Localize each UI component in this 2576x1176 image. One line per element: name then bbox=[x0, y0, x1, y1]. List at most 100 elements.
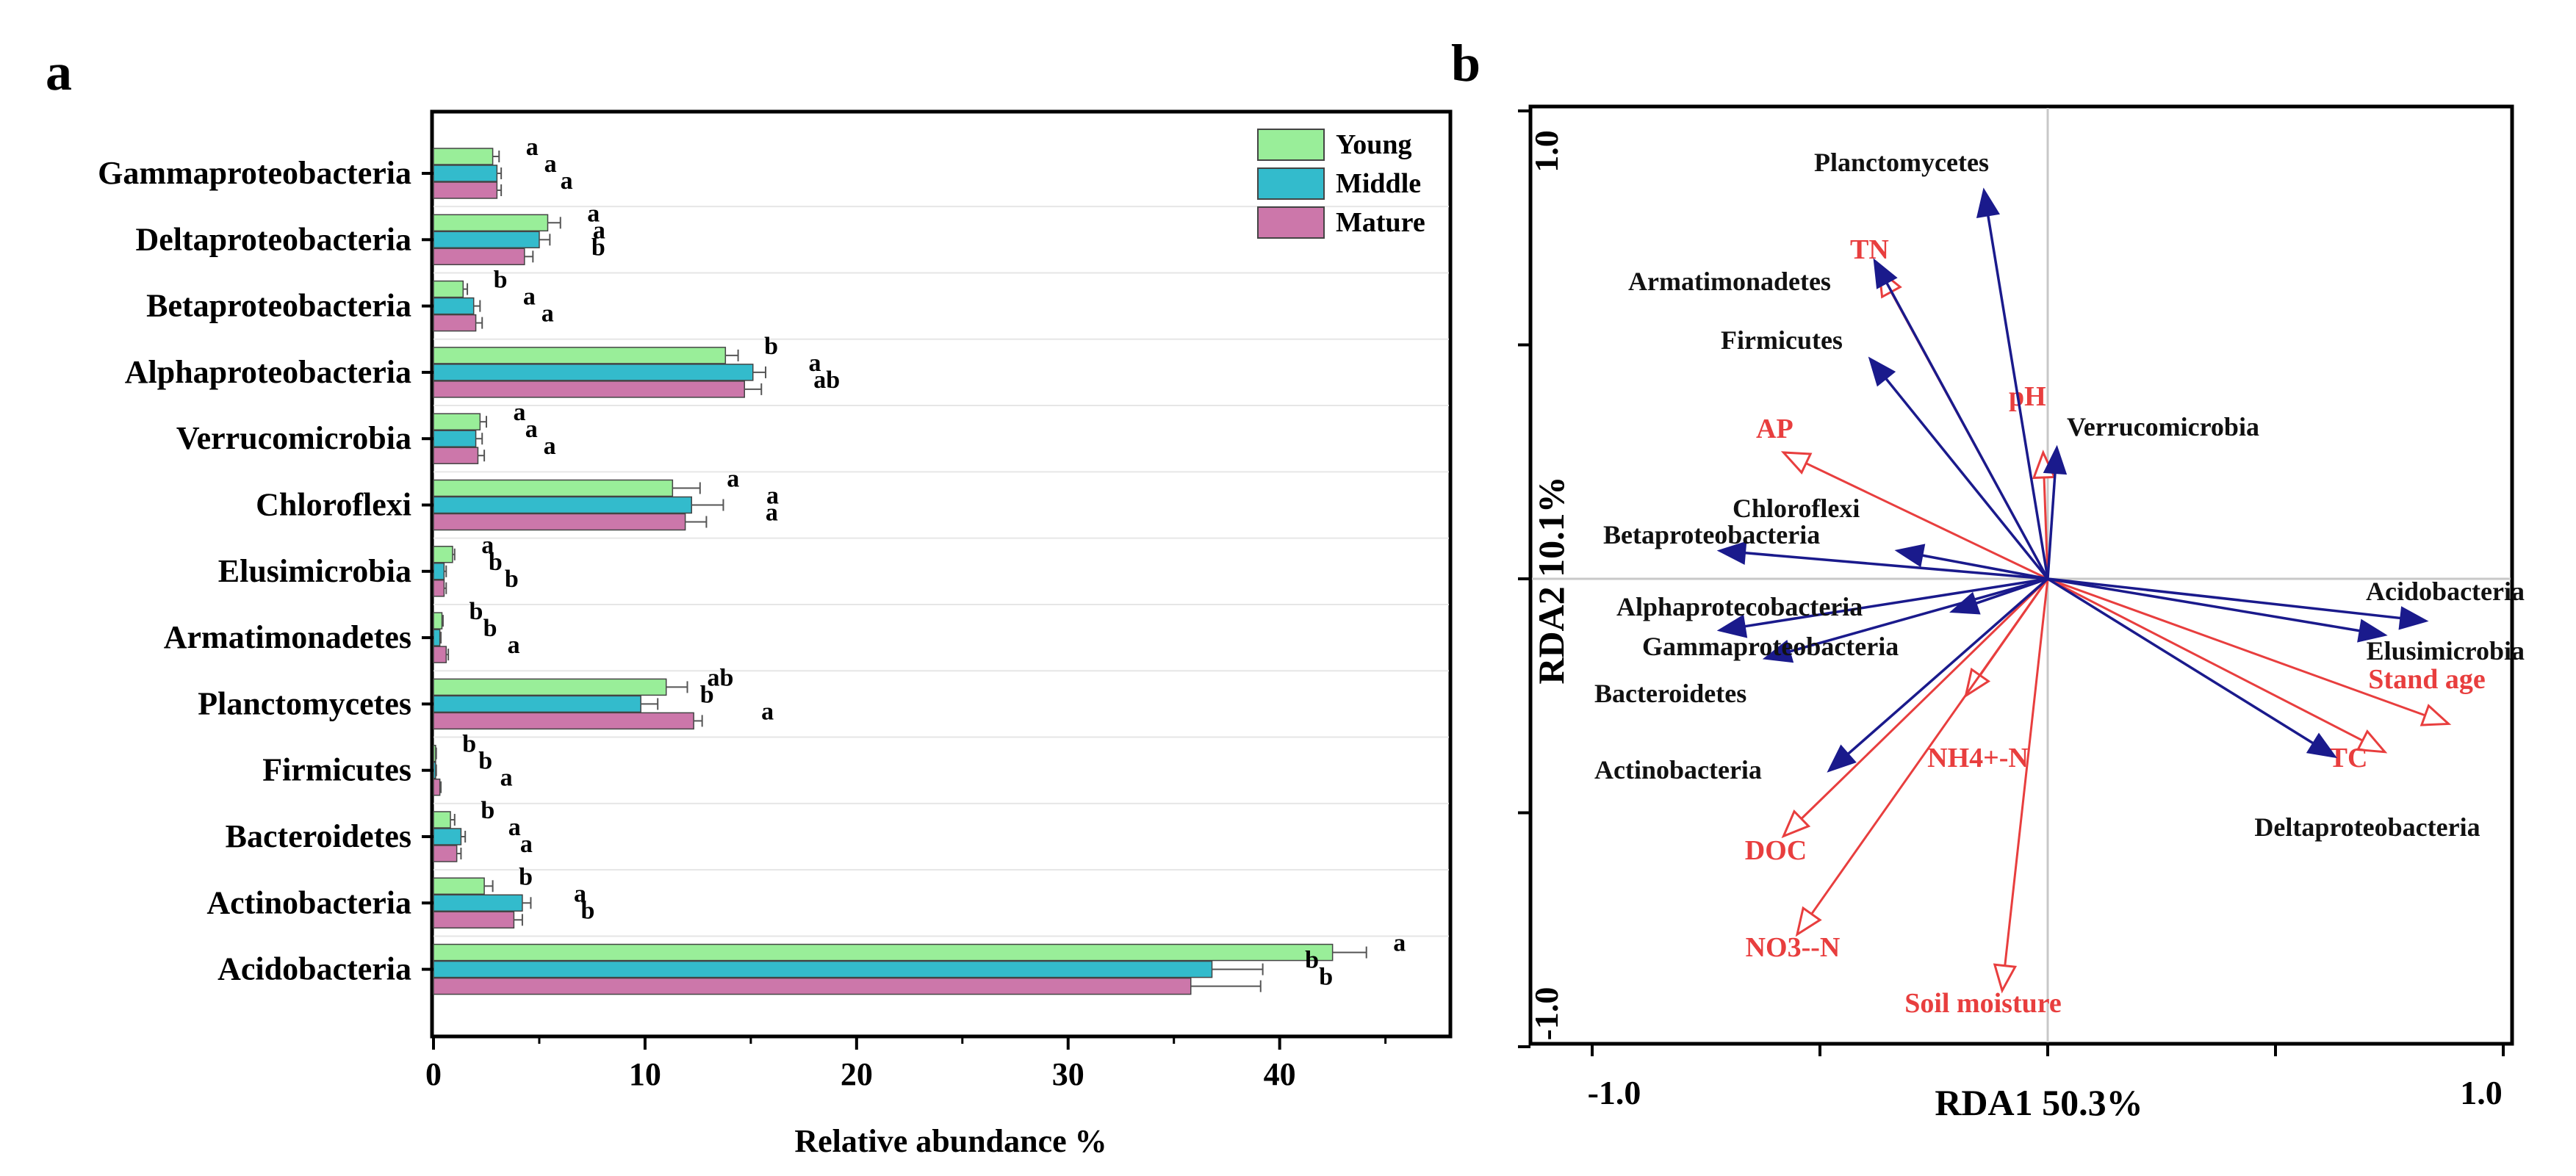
bar bbox=[433, 629, 441, 646]
species-label: Planctomycetes bbox=[1814, 148, 1989, 177]
bar bbox=[433, 248, 525, 266]
env-arrow-shaft bbox=[1810, 578, 2049, 915]
biplot-environment-arrows: TN pH AP Stand age TC NH4+-N DOC NO3--N Soil moi… bbox=[1745, 234, 2486, 1019]
biplot-species-arrows: Planctomycetes Armatimonadetes Firmicutes V… bbox=[1594, 148, 2525, 842]
species-label: Betaproteobacteria bbox=[1603, 520, 1820, 549]
significance-letter: a bbox=[766, 483, 779, 510]
bar bbox=[433, 214, 549, 232]
bar bbox=[433, 181, 498, 199]
species-label: Gammaproteobacteria bbox=[1642, 632, 1899, 661]
x-tick-label: -1.0 bbox=[1588, 1074, 1641, 1111]
species-arrow-head bbox=[1762, 640, 1794, 663]
x-tick-label: 1.0 bbox=[2460, 1074, 2503, 1111]
env-arrow-shaft bbox=[2043, 477, 2049, 580]
species-label: Firmicutes bbox=[1721, 325, 1843, 355]
species-label: Elusimicrobia bbox=[2367, 636, 2525, 665]
significance-letter: a bbox=[574, 880, 586, 907]
significance-letter: b bbox=[469, 598, 483, 625]
bar bbox=[433, 943, 1334, 962]
bar bbox=[433, 364, 754, 381]
bar-chart-x-axis-label: Relative abundance % bbox=[794, 1123, 1107, 1159]
env-variable-label: TC bbox=[2329, 743, 2368, 773]
biplot-frame bbox=[1528, 104, 2514, 1046]
species-arrow-shaft bbox=[2047, 577, 2314, 745]
bar bbox=[433, 297, 475, 315]
significance-letter: a bbox=[508, 632, 520, 659]
significance-letter: b bbox=[700, 681, 714, 708]
species-arrow-head bbox=[1949, 591, 1981, 615]
env-variable-label: NO3--N bbox=[1746, 932, 1841, 963]
bar bbox=[433, 778, 441, 796]
significance-letter: b bbox=[1305, 947, 1319, 974]
env-arrow-head bbox=[1781, 809, 1811, 839]
legend-label: Young bbox=[1336, 129, 1412, 160]
x-tick-label: 40 bbox=[1264, 1056, 1296, 1092]
species-arrow-head bbox=[2306, 732, 2337, 759]
significance-letter: a bbox=[593, 217, 605, 244]
bar bbox=[433, 612, 443, 630]
bar-chart-x-ticks: 0 10 20 30 40 bbox=[425, 1036, 1387, 1092]
biplot-y-axis-label: RDA2 10.1% bbox=[1530, 476, 1572, 684]
env-variable-label: AP bbox=[1756, 414, 1794, 444]
significance-letter: a bbox=[727, 466, 739, 493]
species-arrow-head bbox=[1716, 541, 1747, 565]
env-arrow-head bbox=[2420, 704, 2452, 726]
species-arrow-head bbox=[2357, 618, 2388, 643]
category-label: Alphaproteobacteria bbox=[125, 354, 411, 390]
species-label: Armatimonadetes bbox=[1628, 267, 1831, 296]
bar bbox=[433, 496, 693, 514]
env-arrow-shaft bbox=[1800, 577, 2049, 820]
bar-chart-legend: Young Middle Mature bbox=[1257, 129, 1425, 239]
bar bbox=[433, 430, 477, 447]
species-label: Acidobacteria bbox=[2366, 577, 2525, 606]
env-variable-label: Stand age bbox=[2368, 664, 2485, 695]
significance-letter: b bbox=[478, 748, 492, 775]
species-arrow-head bbox=[1868, 356, 1896, 387]
env-arrow-shaft bbox=[2047, 577, 2426, 717]
species-arrow-head bbox=[1976, 187, 2000, 218]
category-label: Actinobacteria bbox=[206, 884, 411, 920]
significance-letter: a bbox=[587, 200, 600, 227]
significance-letter: a bbox=[525, 416, 538, 443]
significance-letter: a bbox=[513, 399, 525, 426]
significance-letter: a bbox=[561, 167, 573, 195]
species-arrow-shaft bbox=[2047, 577, 2402, 620]
significance-letter: a bbox=[542, 300, 554, 328]
species-label: Actinobacteria bbox=[1594, 755, 1762, 784]
env-arrow-head bbox=[1993, 963, 2018, 994]
species-arrow-shaft bbox=[1744, 577, 2048, 628]
significance-letter: a bbox=[508, 814, 521, 841]
env-arrow-head bbox=[1780, 451, 1813, 475]
significance-letter: b bbox=[483, 615, 497, 642]
species-arrow-shaft bbox=[1788, 577, 2048, 653]
x-tick-label: 0 bbox=[425, 1056, 442, 1092]
env-variable-label: Soil moisture bbox=[1904, 988, 2062, 1019]
bar bbox=[433, 280, 464, 298]
species-arrow-shaft bbox=[2046, 472, 2057, 580]
bar bbox=[433, 646, 447, 663]
bar-chart-row-dividers bbox=[433, 206, 1449, 937]
significance-letter: b bbox=[505, 566, 519, 593]
panel-b-label: b bbox=[1451, 34, 1481, 93]
bar bbox=[433, 479, 674, 497]
bar bbox=[433, 960, 1213, 978]
legend-label: Middle bbox=[1336, 168, 1421, 199]
significance-letter: a bbox=[1393, 930, 1406, 957]
category-label: Bacteroidetes bbox=[226, 818, 411, 854]
bar bbox=[433, 231, 540, 249]
significance-letter: ab bbox=[708, 664, 734, 691]
significance-letter: a bbox=[761, 698, 774, 725]
species-label: Bacteroidetes bbox=[1594, 679, 1746, 708]
species-arrow-head bbox=[2398, 606, 2429, 630]
category-label: Verrucomicrobia bbox=[176, 420, 411, 456]
x-tick-label: 10 bbox=[629, 1056, 661, 1092]
significance-letter: a bbox=[526, 134, 539, 161]
significance-letter: a bbox=[523, 284, 536, 311]
bar bbox=[433, 977, 1192, 995]
bar bbox=[433, 165, 498, 182]
species-arrow-head bbox=[1894, 544, 1926, 568]
significance-letter: a bbox=[500, 765, 513, 792]
species-arrow-shaft bbox=[1885, 377, 2049, 580]
rda-biplot-panel: -1.0 1.0 1.0 -1.0 TN pH AP Stand age TC NH4+-N DO… bbox=[1518, 104, 2525, 1123]
bar bbox=[433, 911, 515, 929]
